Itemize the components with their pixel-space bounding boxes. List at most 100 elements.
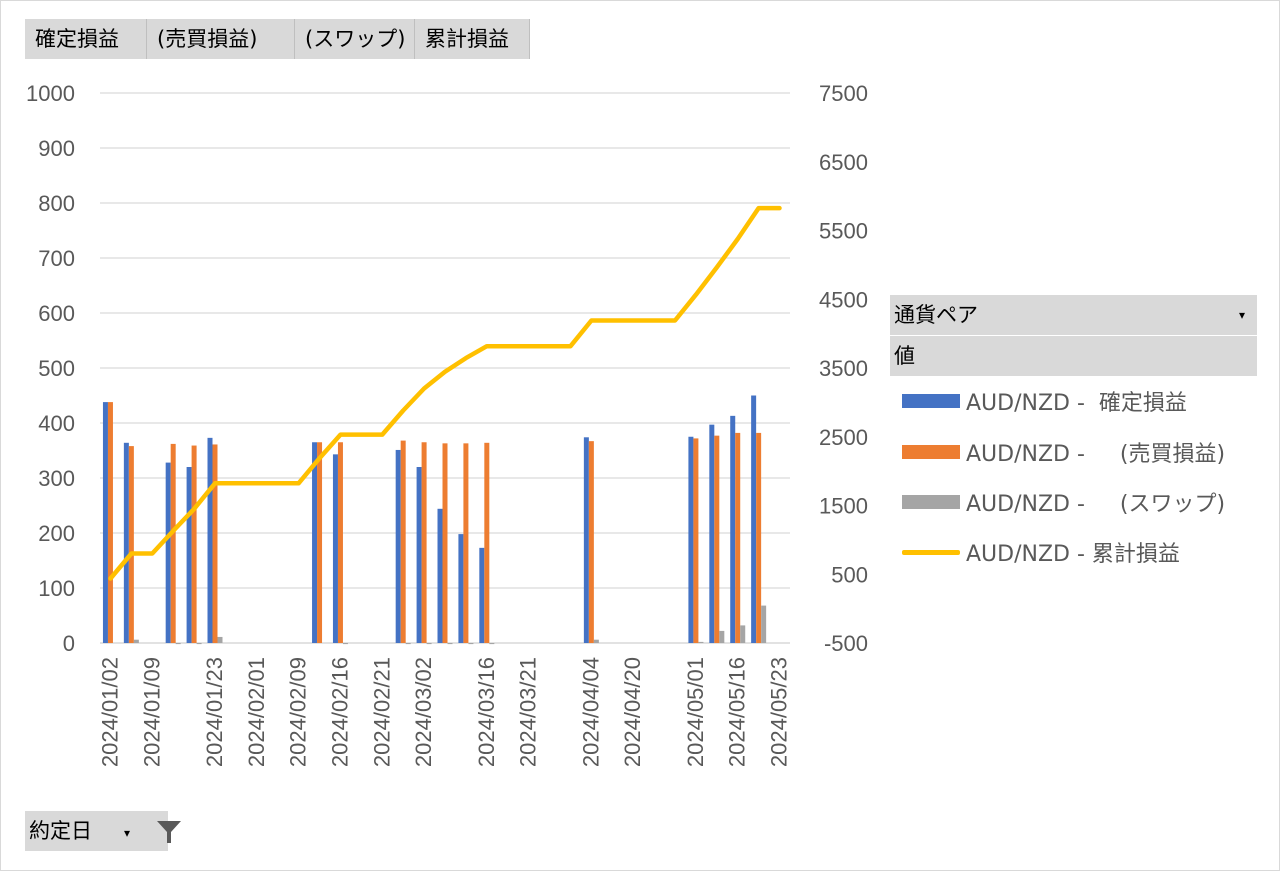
legend-swatch-confirmed-pl <box>902 394 960 408</box>
y-right-tick-label: 4500 <box>819 287 868 312</box>
y-right-tick-label: 1500 <box>819 494 868 519</box>
field-button-trade-date-label: 約定日 <box>29 819 92 843</box>
bar-confirmed-pl <box>207 437 213 643</box>
legend-header-currency-pair-label: 通貨ペア <box>894 303 978 327</box>
bar-swap <box>761 605 767 643</box>
y-left-tick-label: 700 <box>38 246 75 271</box>
y-right-tick-label: 3500 <box>819 356 868 381</box>
x-tick-label: 2024/02/16 <box>328 657 353 767</box>
field-button-swap[interactable]: (スワップ) <box>295 19 415 59</box>
bar-swap <box>719 630 725 643</box>
bar-confirmed-pl <box>332 454 338 643</box>
bar-confirmed-pl <box>123 442 129 643</box>
x-tick-label: 2024/03/02 <box>411 657 436 767</box>
bar-trading-pl <box>421 442 427 643</box>
y-left-tick-label: 900 <box>38 136 75 161</box>
y-right-tick-label: 6500 <box>819 150 868 175</box>
bar-trading-pl <box>714 435 720 643</box>
x-tick-label: 2024/02/09 <box>286 657 311 767</box>
field-button-trade-date[interactable]: 約定日 ▾ <box>25 811 181 851</box>
bar-confirmed-pl <box>730 415 736 643</box>
bar-trading-pl <box>463 443 469 643</box>
bar-trading-pl <box>212 444 218 643</box>
bar-confirmed-pl <box>312 442 318 643</box>
bar-confirmed-pl <box>458 534 464 643</box>
legend-label-cumulative-pl: AUD/NZD - 累計損益 <box>966 542 1180 567</box>
bar-trading-pl <box>400 440 406 643</box>
bar-confirmed-pl <box>583 437 589 643</box>
bar-trading-pl <box>191 445 197 643</box>
bar-swap <box>175 643 181 645</box>
x-tick-label: 2024/05/16 <box>725 657 750 767</box>
dropdown-arrow-icon[interactable]: ▾ <box>1238 308 1245 322</box>
bar-trading-pl <box>735 432 741 643</box>
dropdown-arrow-icon[interactable]: ▾ <box>124 826 131 840</box>
bar-confirmed-pl <box>395 449 401 643</box>
legend-label-swap: AUD/NZD - (スワップ) <box>966 492 1226 517</box>
x-tick-label: 2024/05/01 <box>683 657 708 767</box>
field-button-confirmed-pl[interactable]: 確定損益 <box>25 19 147 59</box>
legend-swatch-swap <box>902 495 960 509</box>
y-left-tick-label: 1000 <box>26 81 75 106</box>
bar-confirmed-pl <box>165 462 171 643</box>
bar-confirmed-pl <box>751 395 757 643</box>
y-left-tick-label: 400 <box>38 411 75 436</box>
y-left-tick-label: 500 <box>38 356 75 381</box>
x-tick-label: 2024/02/01 <box>244 657 269 767</box>
y-left-tick-label: 800 <box>38 191 75 216</box>
bar-swap <box>740 625 746 643</box>
bar-trading-pl <box>484 442 490 643</box>
y-right-tick-label: 7500 <box>819 81 868 106</box>
x-tick-label: 2024/04/04 <box>578 657 603 767</box>
x-tick-label: 2024/05/23 <box>767 657 792 767</box>
bar-swap <box>593 639 599 643</box>
bar-trading-pl <box>107 402 113 643</box>
bar-trading-pl <box>128 446 134 643</box>
bar-confirmed-pl <box>416 467 422 643</box>
bar-swap <box>447 643 453 645</box>
legend-label-confirmed-pl: AUD/NZD - 確定損益 <box>966 391 1187 416</box>
legend-item-swap[interactable]: AUD/NZD - (スワップ) <box>902 487 1225 517</box>
bar-confirmed-pl <box>709 424 715 643</box>
x-tick-label: 2024/03/16 <box>474 657 499 767</box>
legend-item-confirmed-pl[interactable]: AUD/NZD - 確定損益 <box>902 386 1187 416</box>
legend-label-trading-pl: AUD/NZD - (売買損益) <box>966 442 1226 467</box>
x-tick-label: 2024/04/20 <box>620 657 645 767</box>
x-tick-label: 2024/01/23 <box>202 657 227 767</box>
bar-trading-pl <box>588 441 594 643</box>
legend-header-values: 値 <box>890 336 1257 376</box>
bar-swap <box>133 639 139 643</box>
y-right-tick-label: -500 <box>824 631 868 656</box>
bar-trading-pl <box>756 432 762 643</box>
y-right-tick-label: 500 <box>831 562 868 587</box>
legend-item-cumulative-pl[interactable]: AUD/NZD - 累計損益 <box>902 537 1180 567</box>
bar-confirmed-pl <box>688 436 694 643</box>
bar-swap <box>217 636 223 643</box>
bar-swap <box>489 643 495 645</box>
y-right-tick-label: 5500 <box>819 219 868 244</box>
x-tick-label: 2024/01/09 <box>139 657 164 767</box>
bar-swap <box>698 641 704 643</box>
bar-trading-pl <box>337 442 343 643</box>
y-left-tick-label: 0 <box>63 631 75 656</box>
legend-header-currency-pair[interactable]: 通貨ペア ▾ <box>890 295 1257 335</box>
y-left-tick-label: 600 <box>38 301 75 326</box>
bar-trading-pl <box>170 443 176 643</box>
bar-swap <box>342 643 348 645</box>
line-cumulative-pl <box>108 205 782 581</box>
field-button-trading-pl[interactable]: (売買損益) <box>147 19 295 59</box>
y-left-tick-label: 200 <box>38 521 75 546</box>
field-button-cumulative-pl[interactable]: 累計損益 <box>415 19 530 59</box>
x-tick-label: 2024/02/21 <box>369 657 394 767</box>
bar-trading-pl <box>693 438 699 643</box>
bar-swap <box>468 643 474 645</box>
legend-item-trading-pl[interactable]: AUD/NZD - (売買損益) <box>902 437 1225 467</box>
legend-swatch-trading-pl <box>902 445 960 459</box>
filter-funnel-icon[interactable] <box>156 820 182 844</box>
legend-header-values-label: 値 <box>894 344 915 368</box>
bar-trading-pl <box>317 442 323 643</box>
bar-swap <box>405 643 411 645</box>
bar-trading-pl <box>442 443 448 643</box>
bar-confirmed-pl <box>186 467 192 643</box>
